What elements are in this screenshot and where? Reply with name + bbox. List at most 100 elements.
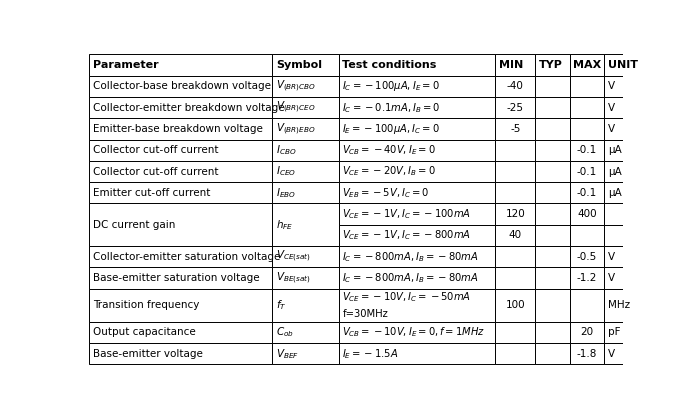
- Bar: [338, 76, 495, 97]
- Bar: [535, 55, 570, 76]
- Text: Collector cut-off current: Collector cut-off current: [93, 166, 219, 176]
- Bar: [338, 289, 495, 322]
- Bar: [273, 268, 338, 289]
- Bar: [535, 97, 570, 118]
- Bar: [535, 322, 570, 343]
- Bar: [535, 76, 570, 97]
- Bar: [495, 246, 535, 268]
- Text: pF: pF: [608, 328, 621, 337]
- Bar: [495, 97, 535, 118]
- Text: V: V: [608, 81, 615, 91]
- Bar: [273, 204, 338, 246]
- Bar: [338, 97, 495, 118]
- Text: $V_{CE}=-1V,I_C=-100mA$: $V_{CE}=-1V,I_C=-100mA$: [343, 207, 471, 221]
- Bar: [604, 204, 639, 225]
- Bar: [338, 118, 495, 140]
- Text: $I_C=-100μA,I_E=0$: $I_C=-100μA,I_E=0$: [343, 79, 440, 93]
- Text: UNIT: UNIT: [608, 60, 638, 70]
- Text: 40: 40: [509, 230, 522, 240]
- Bar: [89, 161, 273, 182]
- Bar: [604, 140, 639, 161]
- Text: Test conditions: Test conditions: [343, 60, 437, 70]
- Bar: [535, 268, 570, 289]
- Bar: [570, 97, 604, 118]
- Bar: [570, 322, 604, 343]
- Text: TYP: TYP: [539, 60, 563, 70]
- Bar: [89, 246, 273, 268]
- Text: $V_{CE(sat)}$: $V_{CE(sat)}$: [276, 249, 311, 264]
- Text: MHz: MHz: [608, 300, 630, 310]
- Bar: [535, 246, 570, 268]
- Bar: [570, 246, 604, 268]
- Bar: [495, 322, 535, 343]
- Text: Collector cut-off current: Collector cut-off current: [93, 145, 219, 155]
- Bar: [495, 140, 535, 161]
- Text: $h_{FE}$: $h_{FE}$: [276, 218, 293, 232]
- Bar: [273, 140, 338, 161]
- Bar: [570, 289, 604, 322]
- Text: Output capacitance: Output capacitance: [93, 328, 196, 337]
- Text: $I_E=-100μA,I_C=0$: $I_E=-100μA,I_C=0$: [343, 122, 440, 136]
- Text: -1.8: -1.8: [576, 349, 597, 359]
- Bar: [570, 182, 604, 204]
- Text: $V_{CE}=-20V,I_B=0$: $V_{CE}=-20V,I_B=0$: [343, 165, 436, 178]
- Text: V: V: [608, 102, 615, 113]
- Text: 400: 400: [577, 209, 597, 219]
- Bar: [495, 204, 535, 225]
- Text: $I_{CEO}$: $I_{CEO}$: [276, 165, 296, 178]
- Text: Collector-emitter saturation voltage: Collector-emitter saturation voltage: [93, 252, 280, 262]
- Bar: [273, 182, 338, 204]
- Bar: [338, 343, 495, 364]
- Bar: [604, 182, 639, 204]
- Bar: [273, 76, 338, 97]
- Text: MAX: MAX: [574, 60, 601, 70]
- Bar: [89, 322, 273, 343]
- Bar: [338, 225, 495, 246]
- Bar: [273, 343, 338, 364]
- Bar: [570, 118, 604, 140]
- Bar: [89, 204, 273, 246]
- Text: $V_{EB}=-5V,I_C=0$: $V_{EB}=-5V,I_C=0$: [343, 186, 430, 200]
- Text: Emitter cut-off current: Emitter cut-off current: [93, 188, 210, 198]
- Bar: [495, 76, 535, 97]
- Text: $I_C=-800mA, I_B= -80mA$: $I_C=-800mA, I_B= -80mA$: [343, 250, 479, 263]
- Text: $C_{ob}$: $C_{ob}$: [276, 325, 294, 339]
- Text: $I_{CBO}$: $I_{CBO}$: [276, 143, 297, 157]
- Text: $V_{BEF}$: $V_{BEF}$: [276, 347, 299, 361]
- Text: $I_{EBO}$: $I_{EBO}$: [276, 186, 296, 200]
- Text: $V_{CB}=-10V,I_E=0,f=1MHz$: $V_{CB}=-10V,I_E=0,f=1MHz$: [343, 325, 486, 339]
- Text: -5: -5: [510, 124, 520, 134]
- Bar: [604, 225, 639, 246]
- Bar: [89, 76, 273, 97]
- Bar: [338, 322, 495, 343]
- Bar: [273, 322, 338, 343]
- Bar: [89, 268, 273, 289]
- Text: -0.1: -0.1: [577, 166, 597, 176]
- Text: 120: 120: [505, 209, 525, 219]
- Text: Base-emitter saturation voltage: Base-emitter saturation voltage: [93, 273, 260, 283]
- Text: 100: 100: [505, 300, 525, 310]
- Bar: [273, 97, 338, 118]
- Bar: [604, 76, 639, 97]
- Text: $I_C=-0.1mA,I_B=0$: $I_C=-0.1mA,I_B=0$: [343, 101, 441, 114]
- Bar: [570, 204, 604, 225]
- Text: -0.1: -0.1: [577, 145, 597, 155]
- Text: Collector-base breakdown voltage: Collector-base breakdown voltage: [93, 81, 271, 91]
- Text: Emitter-base breakdown voltage: Emitter-base breakdown voltage: [93, 124, 263, 134]
- Text: Transition frequency: Transition frequency: [93, 300, 199, 310]
- Bar: [570, 76, 604, 97]
- Text: $I_C=-800mA, I_B= -80mA$: $I_C=-800mA, I_B= -80mA$: [343, 271, 479, 285]
- Text: f=30MHz: f=30MHz: [343, 309, 388, 318]
- Text: Parameter: Parameter: [93, 60, 158, 70]
- Bar: [495, 225, 535, 246]
- Bar: [89, 118, 273, 140]
- Bar: [604, 246, 639, 268]
- Text: $f_T$: $f_T$: [276, 298, 286, 312]
- Bar: [604, 268, 639, 289]
- Bar: [604, 289, 639, 322]
- Bar: [89, 97, 273, 118]
- Bar: [338, 140, 495, 161]
- Bar: [495, 161, 535, 182]
- Text: Base-emitter voltage: Base-emitter voltage: [93, 349, 203, 359]
- Bar: [604, 161, 639, 182]
